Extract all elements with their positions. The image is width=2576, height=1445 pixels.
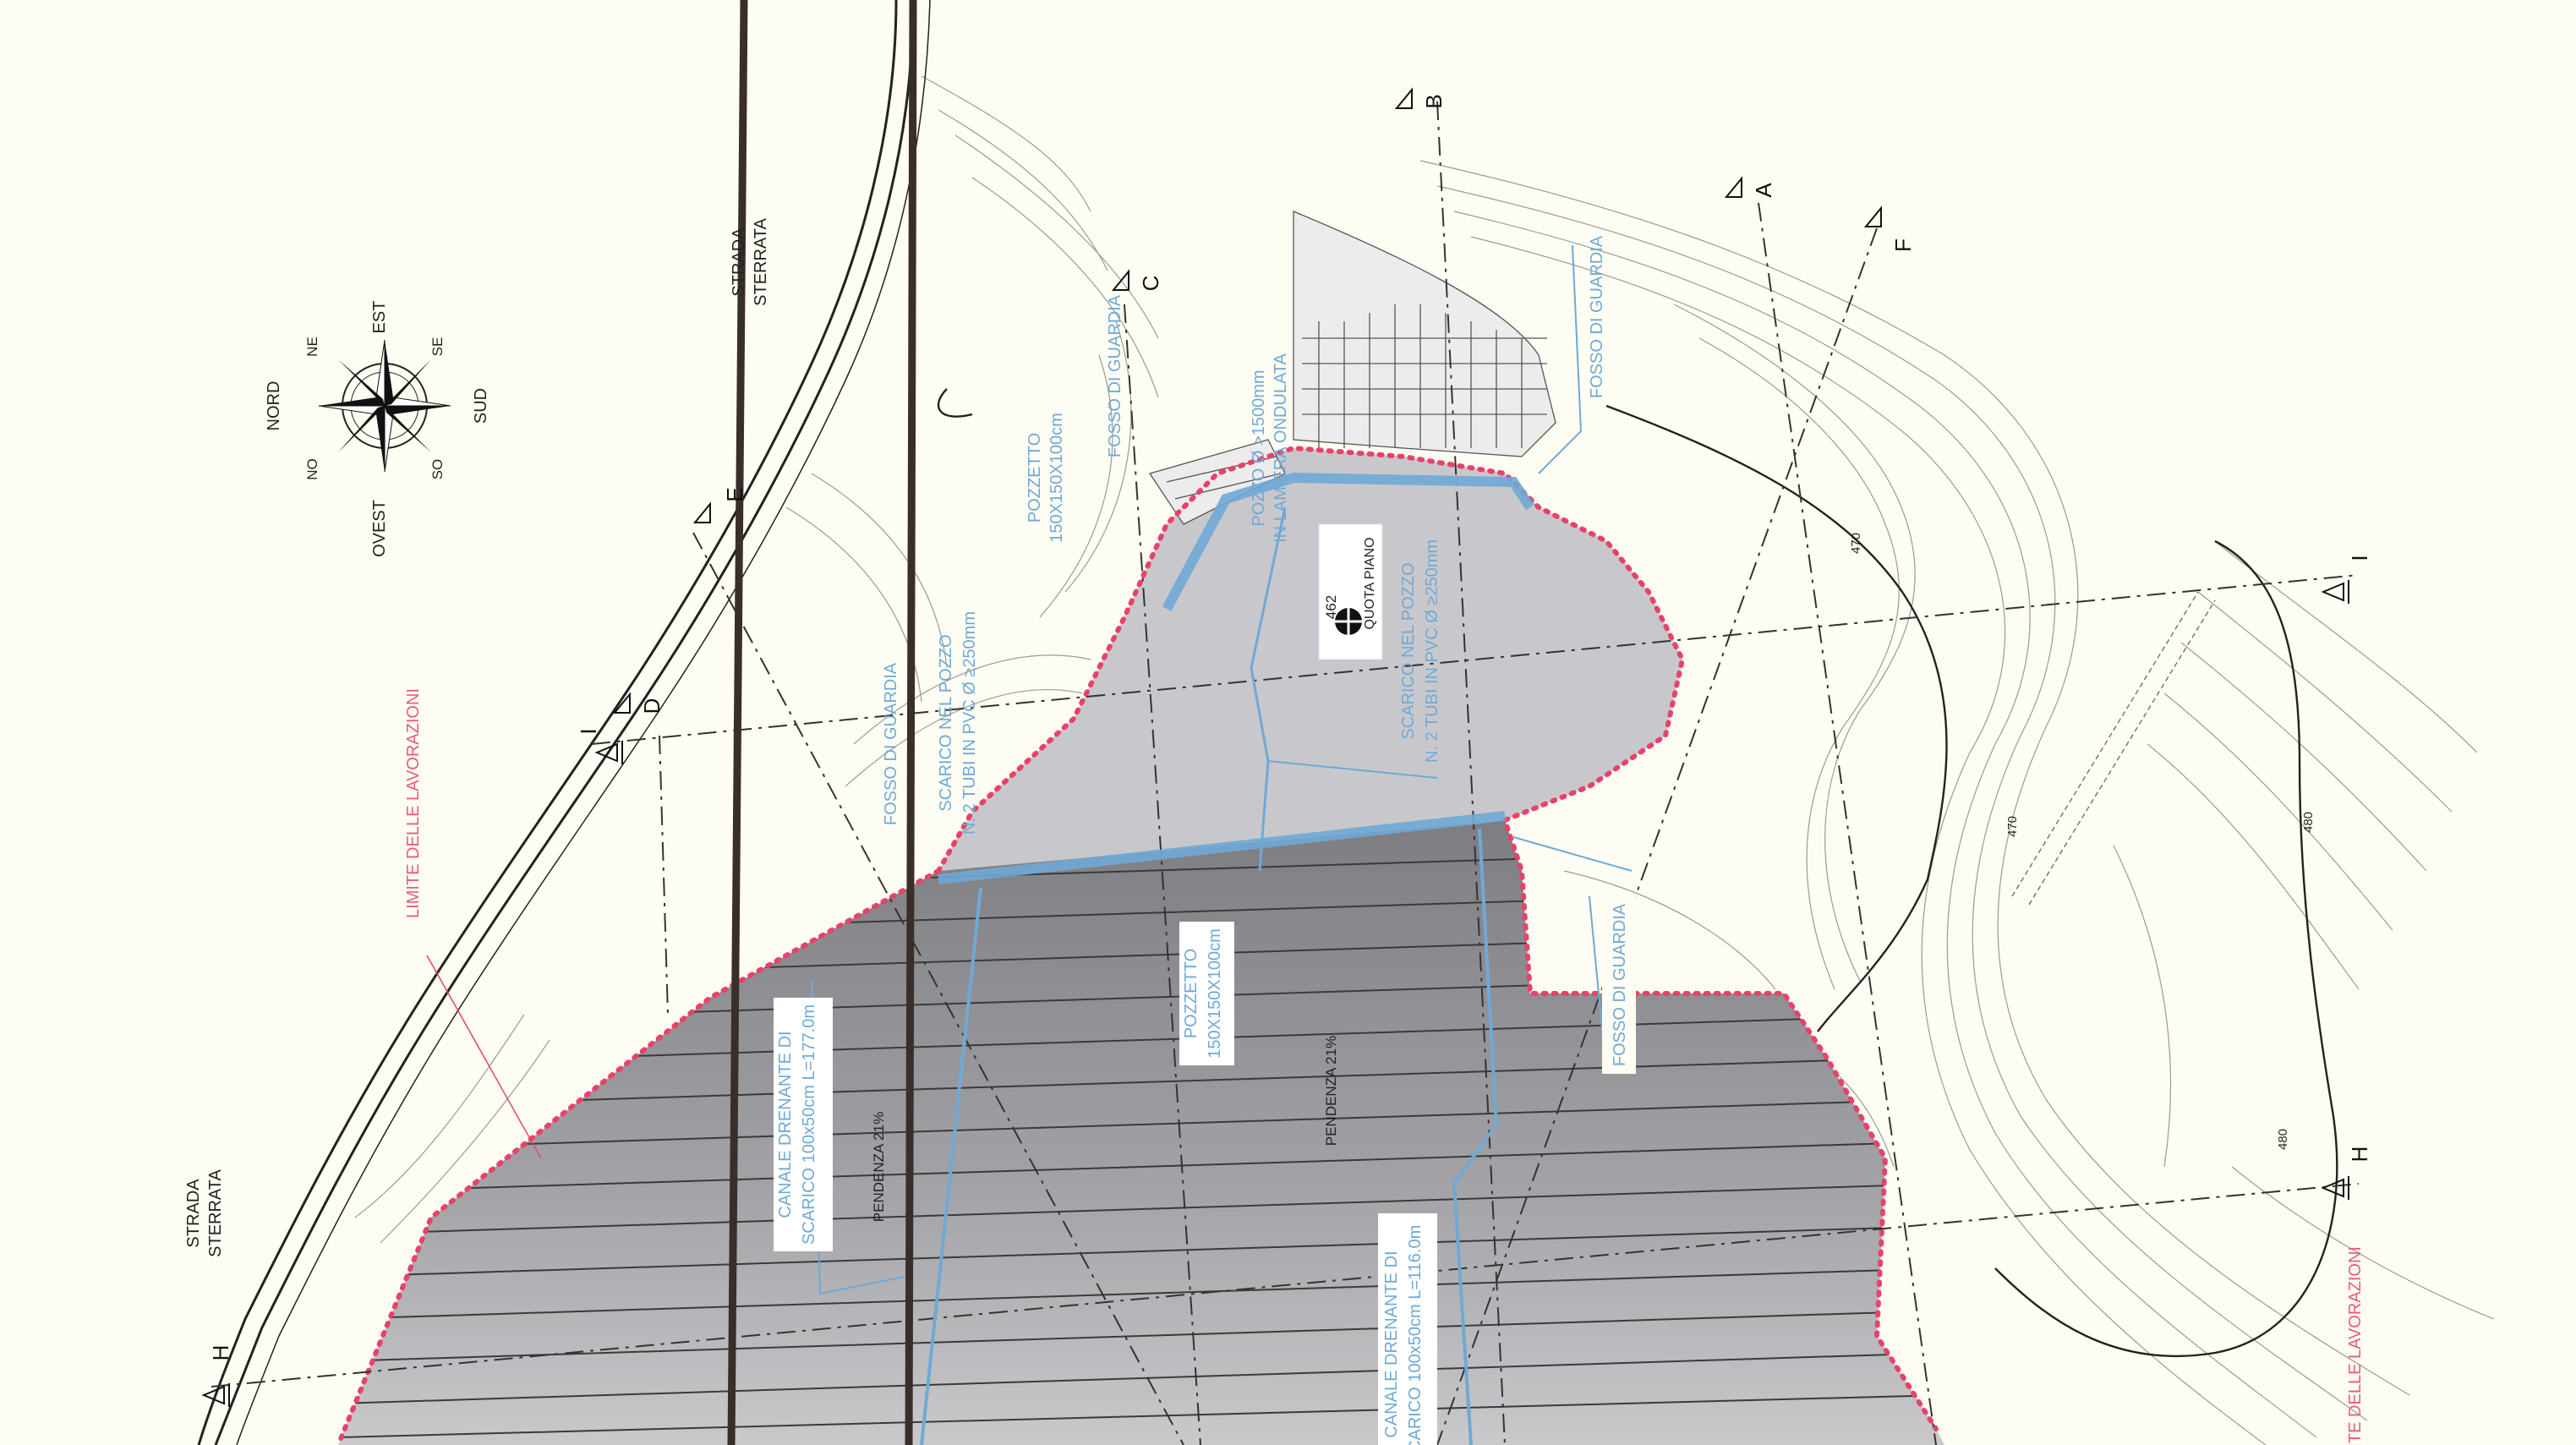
svg-text:150X150X100cm: 150X150X100cm bbox=[1047, 413, 1066, 542]
svg-text:STERRATA: STERRATA bbox=[752, 217, 770, 305]
svg-text:H: H bbox=[2347, 1147, 2372, 1163]
utility-line-left bbox=[727, 0, 748, 1445]
road-label-top: STRADA STERRATA bbox=[730, 217, 770, 305]
svg-text:SCARICO 100x50cm L=116.0m: SCARICO 100x50cm L=116.0m bbox=[1406, 1225, 1425, 1445]
limit-label-left: LIMITE DELLE LAVORAZIONI bbox=[404, 688, 423, 918]
svg-text:462: 462 bbox=[1323, 595, 1339, 619]
annotation-fosso-guardia-3: FOSSO DI GUARDIA bbox=[882, 662, 900, 825]
annotation-pendenza-left: PENDENZA 21% bbox=[871, 1112, 887, 1222]
section-marker-h-right: H bbox=[2321, 1147, 2372, 1200]
section-marker-c: C bbox=[1111, 269, 1163, 292]
svg-text:QUOTA PIANO: QUOTA PIANO bbox=[1363, 537, 1377, 629]
compass-so: SO bbox=[429, 459, 446, 480]
section-marker-e: E bbox=[692, 487, 747, 523]
compass-rose: EST OVEST NORD SUD NE SE SO NO bbox=[265, 301, 490, 557]
svg-text:IN LAMIERA ONDULATA: IN LAMIERA ONDULATA bbox=[1272, 353, 1290, 542]
annotation-canale-right: CANALE DRENANTE DI SCARICO 100x50cm L=11… bbox=[1378, 1213, 1437, 1445]
svg-text:B: B bbox=[1421, 94, 1447, 108]
annotation-fosso-guardia-1: FOSSO DI GUARDIA bbox=[1106, 294, 1124, 457]
svg-text:STRADA: STRADA bbox=[730, 227, 748, 297]
fill-area-light bbox=[938, 448, 1682, 871]
drainage-network bbox=[811, 244, 1633, 1445]
annotation-canale-left: CANALE DRENANTE DI SCARICO 100x50cm L=17… bbox=[774, 998, 833, 1251]
elevation-480-b: 480 bbox=[2276, 1129, 2290, 1150]
svg-text:CANALE DRENANTE DI: CANALE DRENANTE DI bbox=[1382, 1251, 1401, 1437]
annotation-fosso-guardia-4: FOSSO DI GUARDIA bbox=[1602, 896, 1636, 1074]
compass-sud: SUD bbox=[472, 388, 490, 424]
section-markers: B A F C E D I I bbox=[201, 87, 2372, 1407]
road-strada-sterrata bbox=[197, 0, 931, 1445]
limit-leader-left bbox=[426, 955, 542, 1159]
section-marker-i-left: I bbox=[576, 728, 623, 764]
svg-text:I: I bbox=[576, 728, 601, 734]
svg-text:POZZO Ø >1500mm: POZZO Ø >1500mm bbox=[1250, 369, 1268, 526]
compass-nord: NORD bbox=[265, 381, 283, 431]
section-marker-a: A bbox=[1724, 176, 1776, 198]
elevation-480: 480 bbox=[2301, 812, 2316, 833]
annotation-pozzo: POZZO Ø >1500mm IN LAMIERA ONDULATA bbox=[1250, 353, 1290, 542]
section-marker-h-left: H bbox=[201, 1345, 233, 1407]
svg-text:150X150X100cm: 150X150X100cm bbox=[1206, 928, 1224, 1058]
svg-text:C: C bbox=[1138, 276, 1163, 292]
svg-text:N. 2 TUBI IN PVC Ø ≥250mm: N. 2 TUBI IN PVC Ø ≥250mm bbox=[960, 611, 979, 835]
section-lines bbox=[211, 101, 2360, 1445]
compass-no: NO bbox=[304, 458, 320, 480]
svg-text:D: D bbox=[639, 698, 665, 714]
compass-ne: NE bbox=[304, 337, 320, 357]
svg-text:I: I bbox=[2347, 555, 2372, 561]
annotation-pozzetto-mid: POZZETTO 150X150X100cm bbox=[1179, 922, 1234, 1065]
svg-text:CANALE DRENANTE DI: CANALE DRENANTE DI bbox=[776, 1031, 795, 1218]
svg-text:F: F bbox=[1890, 238, 1916, 252]
annotation-fosso-guardia-2: FOSSO DI GUARDIA bbox=[1588, 235, 1606, 398]
svg-text:H: H bbox=[208, 1345, 233, 1361]
annotation-quota-piano: 462 QUOTA PIANO bbox=[1318, 523, 1383, 660]
section-marker-d: D bbox=[612, 692, 665, 714]
annotation-scarico-right: SCARICO NEL POZZO N. 2 TUBI IN PVC Ø ≥25… bbox=[1399, 539, 1441, 763]
elevation-470-b: 470 bbox=[2005, 816, 2020, 837]
svg-text:FOSSO DI GUARDIA: FOSSO DI GUARDIA bbox=[1611, 903, 1629, 1066]
elevation-470: 470 bbox=[1849, 533, 1863, 554]
svg-text:N. 2 TUBI IN PVC Ø ≥250mm: N. 2 TUBI IN PVC Ø ≥250mm bbox=[1423, 539, 1441, 763]
major-contours bbox=[937, 388, 2338, 1358]
compass-est: EST bbox=[370, 301, 389, 334]
road-label-bottom: STRADA STERRATA bbox=[184, 1169, 225, 1256]
section-marker-b: B bbox=[1394, 87, 1447, 109]
svg-text:STERRATA: STERRATA bbox=[206, 1169, 225, 1256]
limit-of-works-boundary bbox=[336, 445, 1939, 1445]
section-marker-i-right: I bbox=[2321, 555, 2372, 604]
utility-line-right bbox=[905, 0, 917, 1445]
svg-text:POZZETTO: POZZETTO bbox=[1182, 949, 1200, 1038]
compass-se: SE bbox=[429, 337, 446, 357]
svg-text:A: A bbox=[1751, 183, 1776, 198]
limit-label-right: LIMITE DELLE LAVORAZIONI bbox=[2346, 1246, 2365, 1445]
annotation-pendenza-right: PENDENZA 21% bbox=[1323, 1036, 1339, 1146]
svg-text:E: E bbox=[722, 487, 747, 501]
annotation-pozzetto-top: POZZETTO 150X150X100cm bbox=[1025, 413, 1066, 542]
section-marker-f-top: F bbox=[1863, 205, 1916, 252]
svg-text:STRADA: STRADA bbox=[184, 1179, 203, 1248]
svg-text:SCARICO NEL POZZO: SCARICO NEL POZZO bbox=[1399, 562, 1418, 739]
compass-ovest: OVEST bbox=[370, 500, 389, 557]
svg-text:SCARICO NEL POZZO: SCARICO NEL POZZO bbox=[937, 634, 955, 811]
annotation-scarico-left: SCARICO NEL POZZO N. 2 TUBI IN PVC Ø ≥25… bbox=[937, 611, 979, 835]
svg-text:POZZETTO: POZZETTO bbox=[1025, 433, 1044, 523]
svg-text:SCARICO 100x50cm L=177.0m: SCARICO 100x50cm L=177.0m bbox=[800, 1004, 818, 1245]
